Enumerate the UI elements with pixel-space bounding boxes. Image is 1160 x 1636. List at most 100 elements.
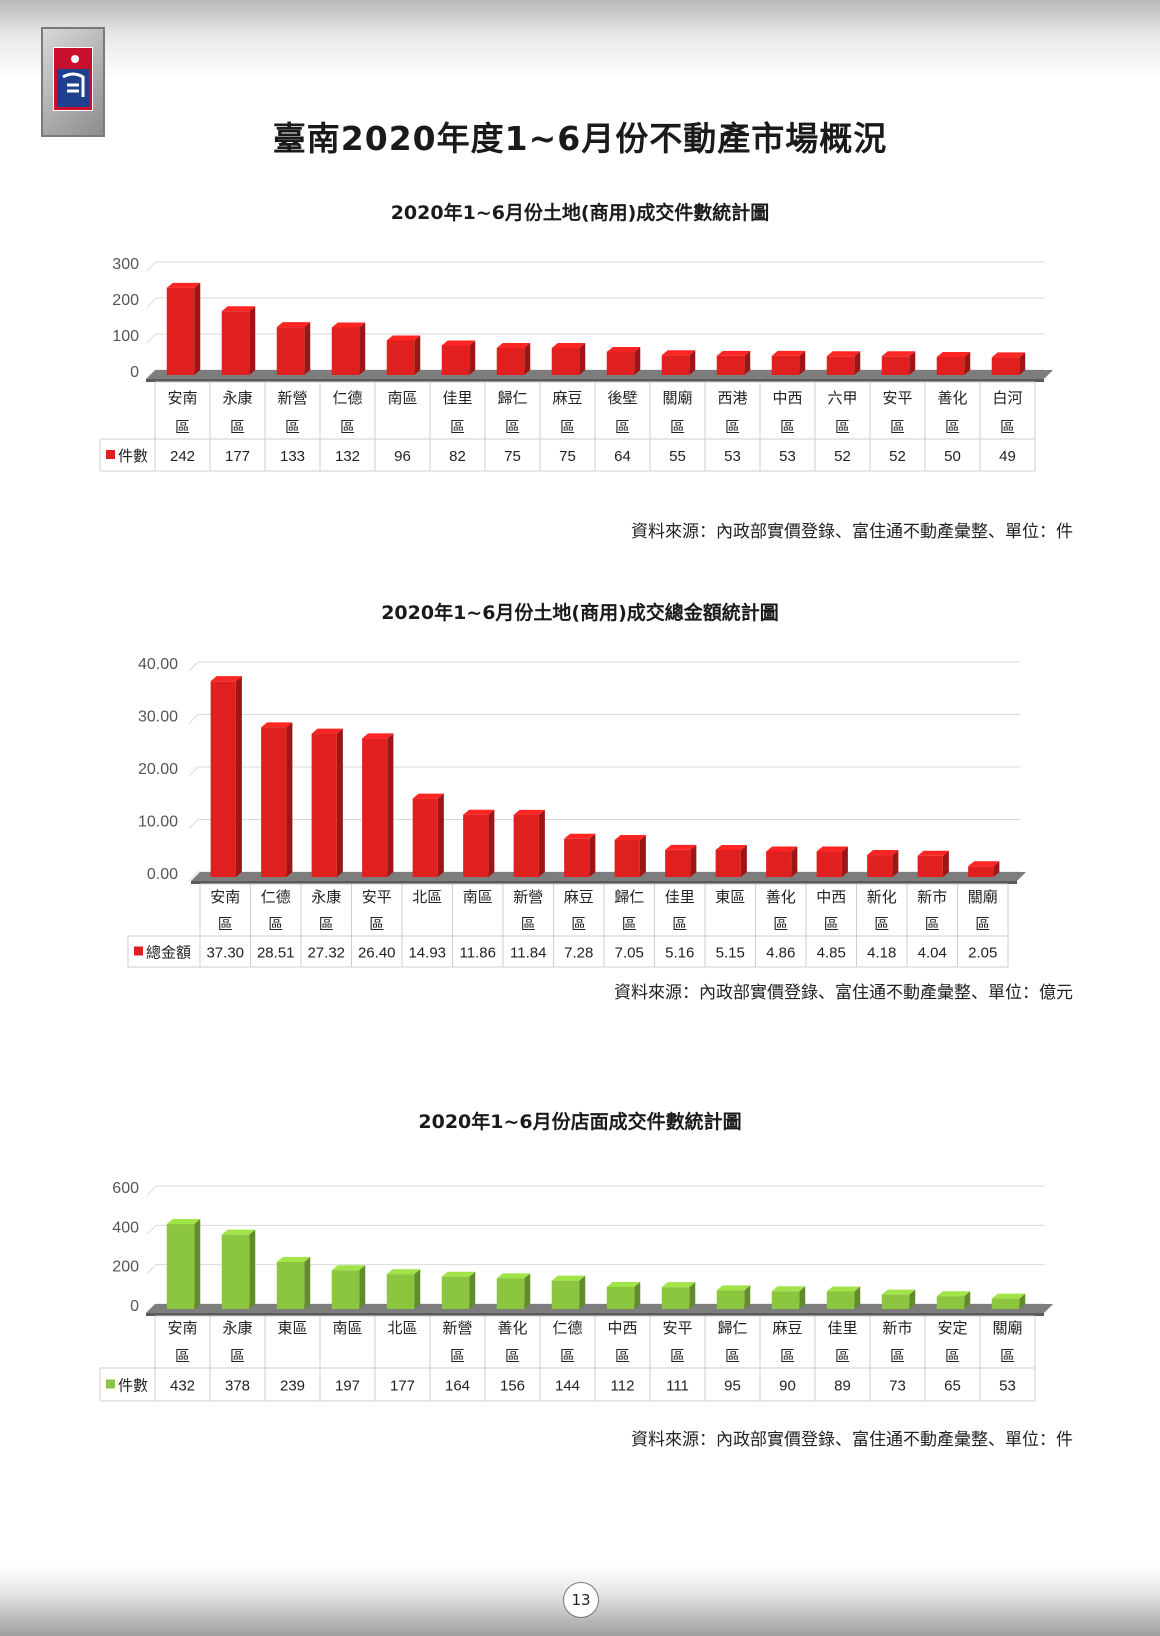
data-label: 432: [170, 1378, 195, 1395]
category-label-suffix: 區: [925, 915, 940, 933]
bar-side: [414, 335, 421, 375]
bar-top: [614, 834, 646, 840]
bar-top: [221, 306, 256, 312]
y-tick-label: 40.00: [138, 656, 178, 673]
data-label: 75: [504, 448, 521, 465]
bar-top: [331, 1265, 366, 1271]
data-label: 14.93: [408, 945, 446, 962]
bar-side: [909, 1289, 916, 1309]
bar-top: [311, 728, 343, 734]
bar-side: [194, 1219, 201, 1309]
category-label-suffix: 區: [824, 915, 839, 933]
bar: [496, 348, 525, 375]
data-label: 144: [555, 1378, 580, 1395]
category-label: 後壁: [607, 389, 637, 407]
bar-top: [386, 335, 421, 341]
y-tick-label: 300: [112, 256, 139, 273]
bar-top: [771, 350, 806, 356]
bar-top: [606, 346, 641, 352]
bar: [826, 356, 855, 375]
data-label: 55: [669, 448, 686, 465]
chart-2-source: 資料來源：內政部實價登錄、富住通不動產彙整、單位：億元: [614, 983, 1073, 1003]
category-label-suffix: 區: [622, 915, 637, 933]
bar-top: [716, 1285, 751, 1291]
bar-side: [993, 861, 1000, 877]
bar: [331, 327, 360, 375]
category-label: 東區: [715, 888, 745, 906]
chart-2-land-amount: 0.00 10.00 20.00 30.00 40.00 安南區 仁德區 永康區 安平區 北區 南區…: [127, 656, 1026, 968]
y-tick-label: 30.00: [138, 709, 178, 726]
data-label: 52: [834, 448, 851, 465]
chart-2-title: 2020年1~6月份土地(商用)成交總金額統計圖: [381, 602, 779, 624]
category-label-suffix: 區: [505, 1347, 520, 1365]
category-label-suffix: 區: [340, 418, 355, 436]
chart-floor-edge: [146, 379, 1044, 382]
bar-side: [791, 846, 798, 877]
logo: [41, 27, 105, 137]
bar: [412, 798, 438, 877]
category-label-suffix: 區: [175, 1347, 190, 1365]
bar: [968, 866, 994, 877]
bar-side: [1019, 1293, 1026, 1309]
category-label: 關廟: [992, 1319, 1022, 1337]
category-label-suffix: 區: [780, 1347, 795, 1365]
data-label: 7.05: [615, 945, 644, 962]
logo-emblem-icon: [53, 47, 93, 111]
category-label: 新化: [867, 888, 897, 906]
category-label: 北區: [387, 1319, 417, 1337]
data-label: 28.51: [257, 945, 295, 962]
category-label: 佳里: [827, 1319, 857, 1337]
category-label-suffix: 區: [773, 915, 788, 933]
data-label: 4.18: [867, 945, 896, 962]
bar-top: [513, 809, 545, 815]
category-label-suffix: 區: [725, 1347, 740, 1365]
bar-top: [936, 352, 971, 357]
bar-top: [496, 1273, 531, 1279]
category-label: 安南: [167, 389, 197, 407]
data-label: 90: [779, 1378, 796, 1395]
category-label: 新市: [882, 1319, 912, 1337]
bar-top: [766, 846, 798, 852]
bar-top: [441, 340, 476, 346]
bar-side: [524, 343, 531, 375]
bar: [221, 1234, 250, 1309]
category-label-suffix: 區: [890, 1347, 905, 1365]
header-band: [0, 0, 1160, 80]
category-label-suffix: 區: [615, 418, 630, 436]
category-label-suffix: 區: [670, 418, 685, 436]
bar-top: [826, 351, 861, 357]
bar-side: [799, 350, 806, 375]
category-label: 歸仁: [717, 1319, 747, 1337]
bar-side: [634, 346, 641, 375]
data-label: 239: [280, 1378, 305, 1395]
bar-top: [715, 844, 747, 850]
bar: [771, 1291, 800, 1309]
bar: [606, 1286, 635, 1309]
data-label: 164: [445, 1378, 470, 1395]
category-label: 麻豆: [552, 389, 582, 407]
category-label: 安南: [167, 1319, 197, 1337]
bar: [606, 351, 635, 375]
category-label: 安南: [210, 888, 240, 906]
bar-top: [261, 722, 293, 728]
data-label: 5.15: [716, 945, 745, 962]
gridline-depth: [146, 1185, 157, 1196]
data-label: 378: [225, 1378, 250, 1395]
category-label: 仁德: [552, 1319, 582, 1337]
bar-top: [166, 1219, 201, 1225]
category-label-suffix: 區: [450, 1347, 465, 1365]
bar-side: [524, 1273, 531, 1309]
category-label-suffix: 區: [835, 418, 850, 436]
bar-top: [463, 809, 495, 815]
bar-side: [336, 728, 343, 877]
bar-side: [964, 1291, 971, 1309]
gridline-depth: [188, 766, 199, 777]
category-label-suffix: 區: [175, 418, 190, 436]
bar: [331, 1270, 360, 1309]
data-label: 111: [666, 1378, 689, 1395]
bar-side: [579, 343, 586, 375]
category-label: 中西: [816, 888, 846, 906]
bar-top: [881, 351, 916, 357]
category-label: 仁德: [261, 888, 291, 906]
bar-side: [359, 1265, 366, 1309]
